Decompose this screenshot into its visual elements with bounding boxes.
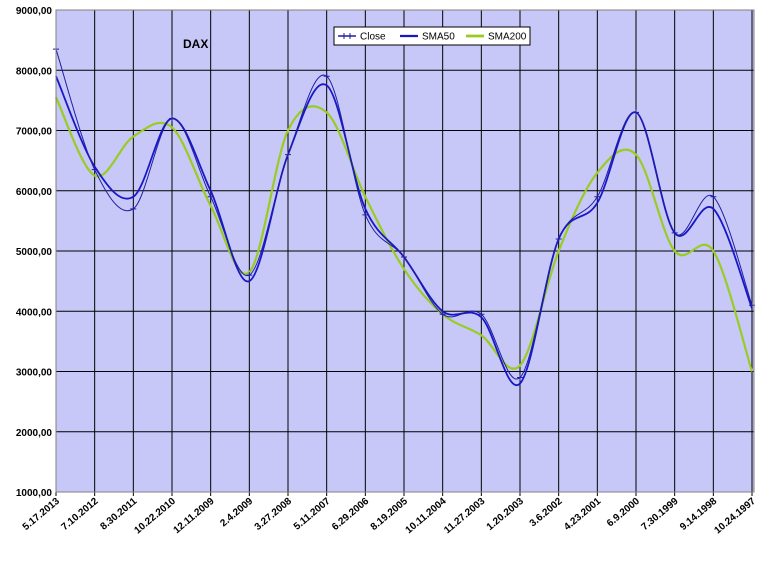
close-point [671,229,678,236]
close-point [130,205,137,212]
y-tick-label: 4000,00 [16,307,53,318]
y-tick-label: 9000,00 [16,6,53,17]
series-layer [53,46,755,387]
close-point [710,193,717,200]
close-point [285,151,291,158]
gridlines [56,9,754,493]
y-tick-label: 8000,00 [16,66,53,77]
close-point [555,235,562,242]
legend-marker [343,33,351,39]
y-tick-label: 3000,00 [16,368,53,379]
legend-label-close: Close [360,32,386,43]
plot-border [55,9,755,493]
legend: Close SMA50 SMA200 [333,26,531,46]
close-point [439,311,446,318]
y-tick-label: 7000,00 [16,127,53,138]
close-point [478,311,485,318]
close-point [594,193,601,200]
chart-title: DAX [183,37,208,51]
close-point [401,254,407,261]
close-point [633,109,639,116]
y-tick-label: 6000,00 [16,187,53,198]
close-point [207,193,214,200]
legend-label-sma50: SMA50 [422,32,455,43]
close-point [362,211,369,218]
close-point [517,374,523,381]
close-point [323,73,330,80]
legend-box [333,26,531,46]
series-line-sma200 [55,96,754,372]
close-point [169,115,175,122]
legend-label-sma200: SMA200 [488,32,527,43]
y-tick-label: 5000,00 [16,247,53,258]
y-tick-label: 1000,00 [16,488,53,499]
y-axis: 1000,00 2000,00 3000,00 4000,00 5000,00 6000,… [16,6,53,499]
y-tick-label: 2000,00 [16,428,53,439]
close-point [91,166,98,173]
close-point [246,272,253,279]
